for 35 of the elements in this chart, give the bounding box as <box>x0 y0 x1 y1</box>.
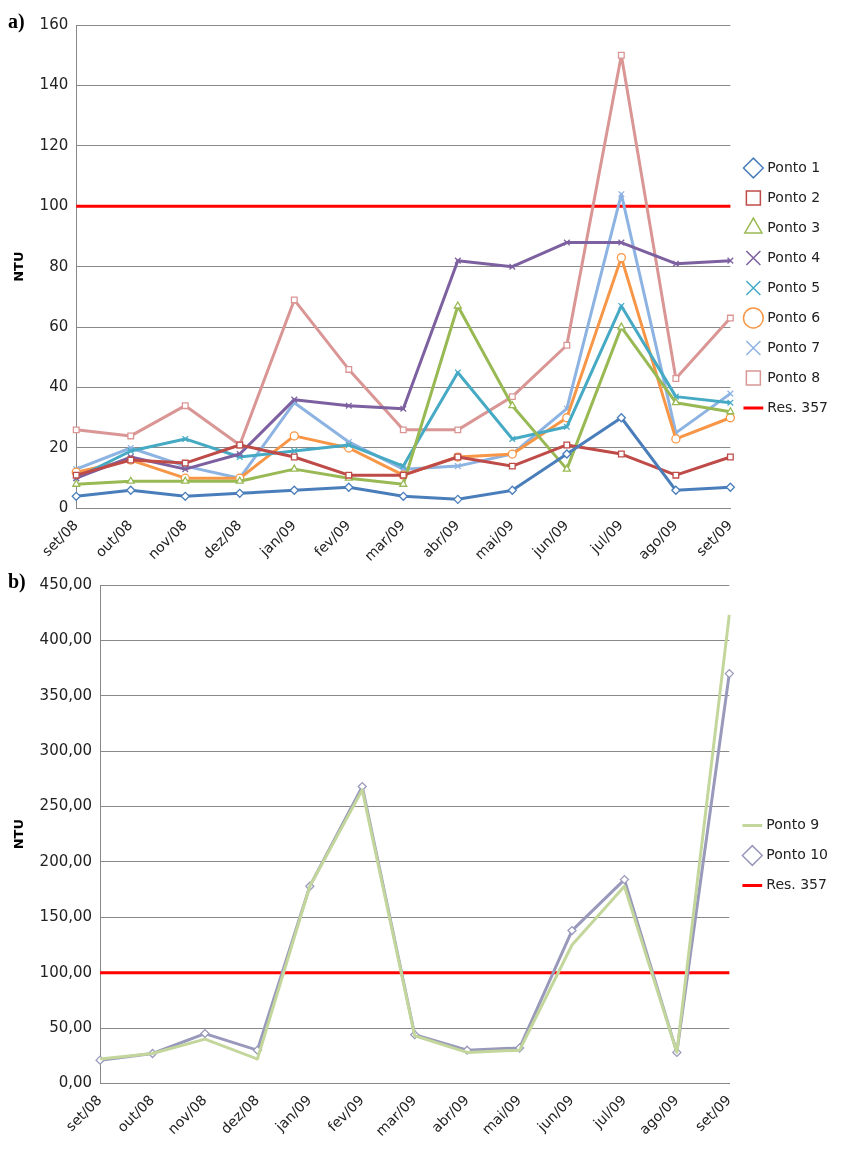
y-tick-label: 100 <box>39 196 69 215</box>
y-tick-label: 450,00 <box>39 574 93 593</box>
chart-title: b) <box>8 570 26 594</box>
y-tick-label: 300,00 <box>39 741 93 760</box>
y-tick-label: 50,00 <box>49 1017 93 1036</box>
y-tick-label: 150,00 <box>39 907 93 926</box>
y-tick-label: 200,00 <box>39 851 93 870</box>
y-tick-label: 350,00 <box>39 685 93 704</box>
legend-label: Ponto 7 <box>767 338 821 355</box>
y-tick-label: 0,00 <box>58 1073 93 1092</box>
legend-label: Ponto 2 <box>767 188 821 205</box>
legend-label: Ponto 10 <box>766 846 828 863</box>
y-tick-label: 140 <box>39 75 69 94</box>
y-tick-label: 20 <box>49 437 69 456</box>
legend-label: Ponto 3 <box>767 218 821 235</box>
legend-label: Res. 357 <box>767 398 829 415</box>
y-tick-label: 120 <box>39 135 69 154</box>
y-tick-label: 80 <box>49 256 69 275</box>
y-tick-label: 250,00 <box>39 796 93 815</box>
legend-label: Ponto 8 <box>767 368 821 385</box>
y-tick-label: 100,00 <box>39 962 93 981</box>
legend-label: Ponto 9 <box>766 816 820 833</box>
legend-label: Res. 357 <box>766 876 827 893</box>
y-tick-label: 160 <box>39 14 69 33</box>
legend-label: Ponto 1 <box>767 158 821 175</box>
y-tick-label: 40 <box>49 377 69 396</box>
y-axis-title: NTU <box>11 819 27 850</box>
y-tick-label: 400,00 <box>39 630 93 649</box>
legend-label: Ponto 6 <box>767 308 821 325</box>
chart-title: a) <box>8 10 25 34</box>
y-tick-label: 0 <box>58 498 69 517</box>
y-axis-title: NTU <box>11 251 27 282</box>
legend-label: Ponto 5 <box>767 278 821 295</box>
y-tick-label: 60 <box>49 317 69 336</box>
legend-label: Ponto 4 <box>767 248 821 265</box>
